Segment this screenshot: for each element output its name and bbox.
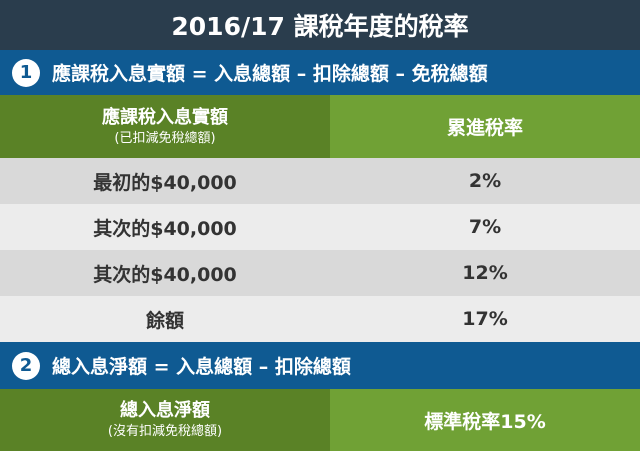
step-number-1-badge: 1 [12, 58, 40, 87]
table-row: 其次的$40,000 7% [0, 204, 640, 250]
table-row: 最初的$40,000 2% [0, 158, 640, 204]
tax-rate: 12% [462, 262, 508, 284]
formula-2-bar: 2 總入息淨額 = 入息總額 – 扣除總額 [0, 342, 640, 389]
net-income-sublabel: (沒有扣減免稅總額) [107, 424, 223, 439]
tax-rate: 7% [468, 216, 502, 238]
table-row: 其次的$40,000 12% [0, 250, 640, 296]
income-band: 餘額 [145, 309, 184, 332]
header-income-label: 應課稅入息實額 [102, 106, 228, 128]
formula-1-text: 應課稅入息實額 = 入息總額 – 扣除總額 – 免稅總額 [52, 63, 488, 85]
net-income-column: 總入息淨額 (沒有扣減免稅總額) [0, 389, 330, 451]
income-band: 其次的$40,000 [93, 217, 237, 240]
tax-rate: 2% [468, 170, 502, 192]
standard-rate-label: 標準稅率15% [330, 389, 640, 451]
formula-1-bar: 1 應課稅入息實額 = 入息總額 – 扣除總額 – 免稅總額 [0, 50, 640, 95]
income-band: 其次的$40,000 [93, 263, 237, 286]
header-rate-label: 累進稅率 [330, 95, 640, 158]
tax-rate: 17% [462, 308, 508, 330]
net-income-label: 總入息淨額 [120, 400, 210, 421]
page-title: 2016/17 課稅年度的稅率 [0, 0, 640, 50]
income-band: 最初的$40,000 [93, 171, 237, 194]
header-income-column: 應課稅入息實額 (已扣減免稅總額) [0, 95, 330, 158]
step-number-2-badge: 2 [12, 351, 40, 380]
progressive-table-header: 應課稅入息實額 (已扣減免稅總額) 累進稅率 [0, 95, 640, 158]
table-row: 餘額 17% [0, 296, 640, 342]
formula-2-text: 總入息淨額 = 入息總額 – 扣除總額 [52, 356, 351, 378]
header-income-sublabel: (已扣減免稅總額) [114, 130, 216, 146]
standard-rate-row: 總入息淨額 (沒有扣減免稅總額) 標準稅率15% [0, 389, 640, 451]
